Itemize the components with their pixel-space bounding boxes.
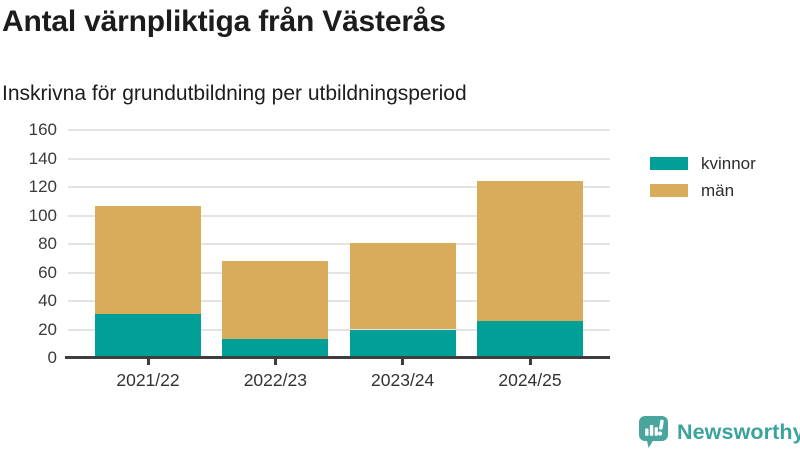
gridline <box>68 157 610 160</box>
x-axis-tick <box>528 359 532 365</box>
newsworthy-icon <box>639 416 668 448</box>
gridline <box>68 243 610 245</box>
gridline <box>68 271 610 274</box>
x-axis-tick-label: 2021/22 <box>116 370 180 390</box>
legend-label: kvinnor <box>701 154 756 173</box>
bar-segment-män-2023/24 <box>349 242 456 330</box>
y-axis-tick-label: 120 <box>28 177 57 196</box>
bar-segment-män-2024/25 <box>477 181 583 321</box>
x-axis-tick-label: 2023/24 <box>371 370 435 390</box>
brand-logo: Newsworthy <box>638 415 800 449</box>
x-axis-line <box>65 356 610 359</box>
gridline <box>68 300 610 302</box>
chart-title: Antal värnpliktiga från Västerås <box>2 5 446 38</box>
x-axis-tick <box>146 359 150 365</box>
bar-segment-kvinnor-2024/25 <box>477 320 583 358</box>
bar-segment-kvinnor-2022/23 <box>222 339 329 358</box>
chart-subtitle: Inskrivna för grundutbildning per utbild… <box>2 82 467 105</box>
x-axis-tick <box>273 359 277 365</box>
y-axis-tick-label: 80 <box>38 234 57 253</box>
legend-swatch-kvinnor <box>650 157 688 170</box>
gridline <box>68 129 610 131</box>
legend-swatch-män <box>650 184 688 197</box>
bar-segment-män-2021/22 <box>95 205 201 314</box>
y-axis-tick-label: 140 <box>28 148 57 168</box>
y-axis-tick-label: 60 <box>38 262 57 282</box>
x-axis-tick-label: 2022/23 <box>243 370 307 390</box>
gridline <box>68 186 610 188</box>
legend-label: män <box>701 181 735 200</box>
y-axis-tick-label: 100 <box>28 205 57 225</box>
bar-segment-kvinnor-2023/24 <box>349 329 456 358</box>
y-axis-tick-label: 40 <box>38 291 57 310</box>
legend: kvinnor män <box>650 150 756 204</box>
gridline <box>68 214 610 217</box>
bar-segment-kvinnor-2021/22 <box>95 313 201 358</box>
x-axis-tick-label: 2024/25 <box>498 370 562 390</box>
y-axis-tick-label: 160 <box>28 120 57 139</box>
x-axis-tick <box>401 359 405 365</box>
legend-item-män: män <box>650 177 756 204</box>
gridline <box>68 328 610 331</box>
y-axis-tick-label: 0 <box>47 348 57 367</box>
bar-segment-män-2022/23 <box>222 261 329 340</box>
legend-item-kvinnor: kvinnor <box>650 150 756 177</box>
brand-name: Newsworthy <box>677 419 800 444</box>
y-axis-tick-label: 20 <box>38 319 57 339</box>
